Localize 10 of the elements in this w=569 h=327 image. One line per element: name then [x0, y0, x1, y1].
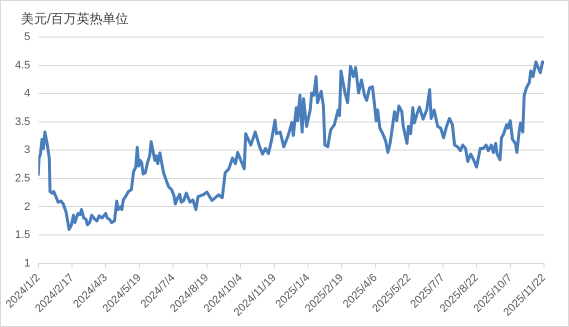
y-tick-label: 1 — [24, 257, 30, 270]
y-axis-title: 美元/百万英热单位 — [21, 11, 129, 26]
y-tick-label: 2 — [24, 200, 30, 213]
y-tick-label: 2.5 — [14, 172, 30, 184]
y-tick-label: 4 — [24, 88, 30, 100]
y-tick-label: 3 — [24, 144, 30, 156]
y-tick-label: 1.5 — [14, 229, 30, 242]
y-tick-label: 4.5 — [14, 59, 30, 72]
y-tick-label: 5 — [24, 31, 30, 44]
y-tick-label: 3.5 — [14, 116, 30, 128]
